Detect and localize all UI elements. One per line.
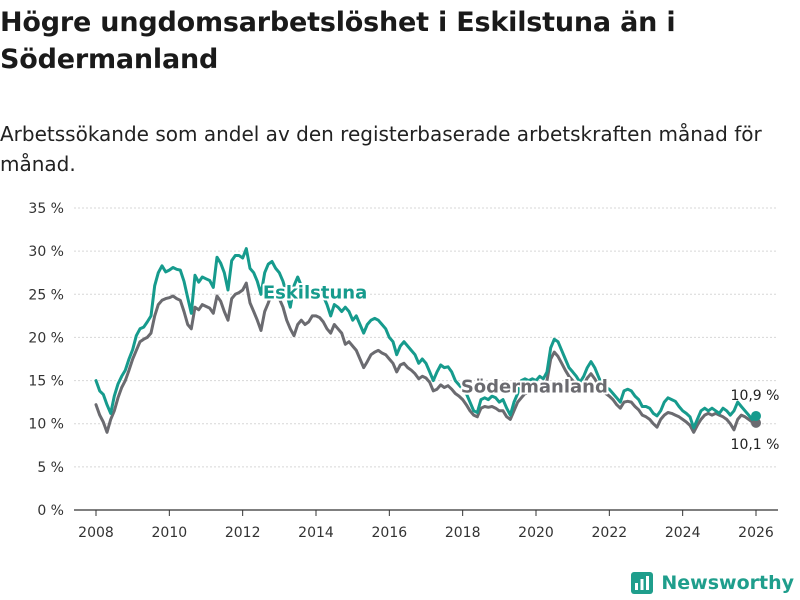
y-tick-label: 35 % — [28, 201, 64, 217]
end-label-eskilstuna: 10,9 % — [731, 388, 780, 404]
series-line-sodermanland — [94, 281, 758, 434]
x-tick-label: 2014 — [298, 525, 334, 541]
series-label-eskilstuna: Eskilstuna — [263, 283, 367, 304]
series-labels: Eskilstuna Södermanland 10,9 % 10,1 % — [261, 281, 780, 453]
y-tick-label: 10 % — [28, 417, 64, 433]
chart-title: Högre ungdomsarbetslöshet i Eskilstuna ä… — [0, 7, 676, 75]
x-axis: 2008 2010 2012 2014 2016 2018 2020 2022 2024 2026 — [78, 510, 774, 541]
x-tick-label: 2008 — [78, 525, 114, 541]
x-tick-label: 2010 — [152, 525, 188, 541]
y-axis: 0 % 5 % 10 % 15 % 20 % 25 % 30 % 35 % — [28, 201, 64, 519]
newsworthy-brand[interactable]: Newsworthy — [631, 572, 794, 594]
y-tick-label: 5 % — [37, 460, 64, 476]
x-tick-label: 2012 — [225, 525, 261, 541]
x-tick-label: 2022 — [592, 525, 628, 541]
x-tick-label: 2026 — [738, 525, 774, 541]
end-label-sodermanland: 10,1 % — [731, 437, 780, 453]
y-tick-label: 0 % — [37, 503, 64, 519]
x-tick-label: 2020 — [518, 525, 554, 541]
y-tick-label: 20 % — [28, 330, 64, 346]
x-tick-label: 2018 — [445, 525, 481, 541]
series-lines — [94, 247, 761, 434]
brand-name: Newsworthy — [661, 572, 794, 594]
y-tick-label: 15 % — [28, 374, 64, 390]
newsworthy-logo-icon — [631, 572, 654, 594]
chart-subtitle: Arbetssökande som andel av den registerb… — [0, 122, 762, 176]
x-tick-label: 2024 — [665, 525, 701, 541]
y-tick-label: 30 % — [28, 244, 64, 260]
end-point-sodermanland — [751, 417, 761, 428]
series-line-eskilstuna — [94, 247, 758, 430]
series-label-sodermanland: Södermanland — [461, 377, 608, 398]
end-point-eskilstuna — [751, 410, 761, 421]
y-tick-label: 25 % — [28, 287, 64, 303]
gridlines — [74, 207, 778, 511]
x-tick-label: 2016 — [372, 525, 408, 541]
